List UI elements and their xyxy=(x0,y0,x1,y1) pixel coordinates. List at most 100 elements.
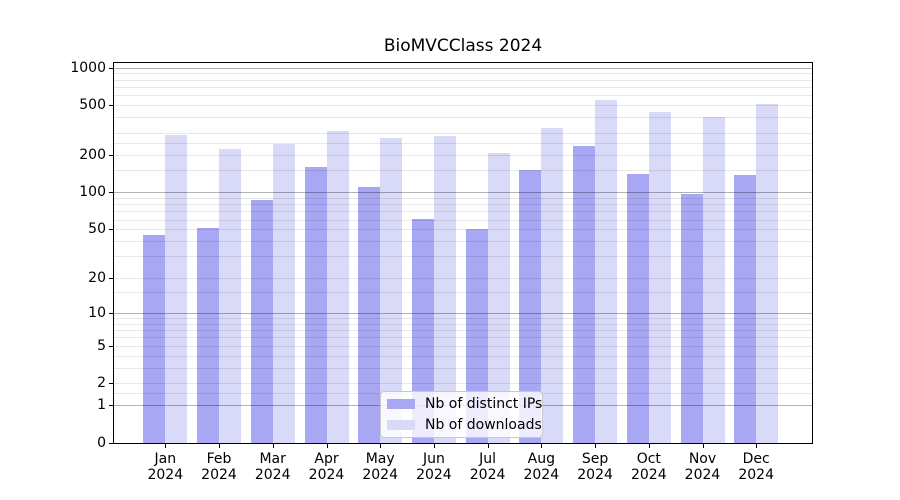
bar-distinct-ips-mar xyxy=(250,199,273,443)
x-tick-feb xyxy=(219,444,220,448)
bar-downloads-feb xyxy=(219,148,241,443)
x-tick-label-aug: Aug 2024 xyxy=(523,451,560,483)
bar-downloads-nov xyxy=(702,117,725,443)
minor-gridline-30 xyxy=(114,256,812,258)
major-gridline-10 xyxy=(114,312,812,314)
bar-distinct-ips-nov xyxy=(680,194,703,443)
y-tick-200 xyxy=(109,154,113,156)
x-tick-dec xyxy=(756,444,758,448)
x-tick-oct xyxy=(648,444,650,448)
y-tick-10 xyxy=(109,312,113,314)
bar-downloads-jul xyxy=(487,152,510,443)
y-tick-5 xyxy=(109,345,113,347)
x-tick-nov xyxy=(702,444,704,448)
x-tick-label-dec: Dec 2024 xyxy=(738,451,774,483)
minor-gridline-150 xyxy=(114,170,812,172)
bar-downloads-jan xyxy=(165,135,188,443)
y-tick-label-2: 2 xyxy=(97,375,106,392)
minor-gridline-9 xyxy=(114,317,812,319)
x-tick-apr xyxy=(326,444,328,448)
y-tick-label-1: 1 xyxy=(97,397,106,414)
bar-downloads-mar xyxy=(272,144,295,443)
y-tick-100 xyxy=(109,192,113,194)
minor-gridline-70 xyxy=(114,211,812,213)
x-tick-label-nov: Nov 2024 xyxy=(684,451,721,483)
bar-downloads-dec xyxy=(756,104,779,443)
legend: Nb of distinct IPs Nb of downloads xyxy=(380,391,543,438)
y-tick-label-0: 0 xyxy=(97,435,106,451)
minor-gridline-200 xyxy=(114,154,812,156)
legend-swatch-distinct-ips xyxy=(387,399,415,409)
bar-downloads-oct xyxy=(648,111,671,443)
bar-distinct-ips-feb xyxy=(197,228,219,443)
minor-gridline-600 xyxy=(114,95,812,97)
y-tick-label-5: 5 xyxy=(97,337,106,354)
plot-inner xyxy=(114,63,812,443)
x-tick-may xyxy=(380,444,382,448)
y-tick-20 xyxy=(109,277,113,279)
x-tick-label-apr: Apr 2024 xyxy=(308,451,345,483)
y-tick-label-200: 200 xyxy=(79,146,106,163)
x-tick-aug xyxy=(541,444,543,448)
minor-gridline-50 xyxy=(114,229,812,231)
x-tick-label-may: May 2024 xyxy=(362,451,398,483)
x-tick-label-jun: Jun 2024 xyxy=(416,451,452,483)
y-tick-label-100: 100 xyxy=(79,184,106,201)
bar-distinct-ips-jul xyxy=(465,229,488,443)
bar-distinct-ips-oct xyxy=(626,174,649,443)
x-tick-jun xyxy=(433,444,435,448)
y-tick-500 xyxy=(109,105,113,107)
minor-gridline-800 xyxy=(114,79,812,81)
x-tick-sep xyxy=(595,444,597,448)
x-tick-label-jan: Jan 2024 xyxy=(147,451,184,483)
minor-gridline-90 xyxy=(114,197,812,199)
bar-distinct-ips-jun xyxy=(411,218,434,443)
bar-downloads-aug xyxy=(541,128,564,443)
x-tick-label-mar: Mar 2024 xyxy=(254,451,291,483)
x-tick-label-jul: Jul 2024 xyxy=(469,451,506,483)
legend-label-downloads: Nb of downloads xyxy=(425,416,542,433)
minor-gridline-15 xyxy=(114,292,812,294)
minor-gridline-2 xyxy=(114,383,812,385)
legend-label-distinct-ips: Nb of distinct IPs xyxy=(425,395,543,412)
bar-downloads-may xyxy=(380,138,403,443)
bar-distinct-ips-dec xyxy=(734,175,757,443)
minor-gridline-900 xyxy=(114,73,812,75)
y-tick-1 xyxy=(109,405,113,407)
y-tick-2 xyxy=(109,383,113,385)
x-tick-label-feb: Feb 2024 xyxy=(201,451,237,483)
minor-gridline-400 xyxy=(114,117,812,119)
bar-distinct-ips-sep xyxy=(573,146,596,443)
minor-gridline-250 xyxy=(114,142,812,144)
bar-downloads-jun xyxy=(433,136,456,443)
minor-gridline-40 xyxy=(114,241,812,243)
minor-gridline-8 xyxy=(114,323,812,325)
minor-gridline-80 xyxy=(114,204,812,206)
bar-distinct-ips-aug xyxy=(519,170,542,443)
bar-distinct-ips-apr xyxy=(304,166,327,443)
x-tick-mar xyxy=(272,444,274,448)
bar-downloads-sep xyxy=(595,100,618,443)
y-tick-label-500: 500 xyxy=(79,97,106,114)
minor-gridline-300 xyxy=(114,132,812,134)
y-tick-label-10: 10 xyxy=(88,304,106,321)
minor-gridline-4 xyxy=(114,355,812,357)
x-tick-jan xyxy=(165,444,167,448)
legend-item-distinct-ips: Nb of distinct IPs xyxy=(387,395,542,414)
major-gridline-1000 xyxy=(114,67,812,69)
y-tick-label-20: 20 xyxy=(88,269,106,286)
chart-title: BioMVCClass 2024 xyxy=(383,36,543,56)
y-tick-label-50: 50 xyxy=(88,221,106,238)
minor-gridline-3 xyxy=(114,367,812,369)
legend-item-downloads: Nb of downloads xyxy=(387,416,542,435)
y-tick-50 xyxy=(109,229,113,231)
plot-area xyxy=(113,62,813,444)
bar-distinct-ips-may xyxy=(358,186,381,443)
x-tick-label-oct: Oct 2024 xyxy=(630,451,667,483)
y-tick-1000 xyxy=(109,67,113,69)
minor-gridline-60 xyxy=(114,219,812,221)
y-tick-0 xyxy=(109,443,113,444)
minor-gridline-20 xyxy=(114,277,812,279)
legend-swatch-downloads xyxy=(387,420,415,430)
